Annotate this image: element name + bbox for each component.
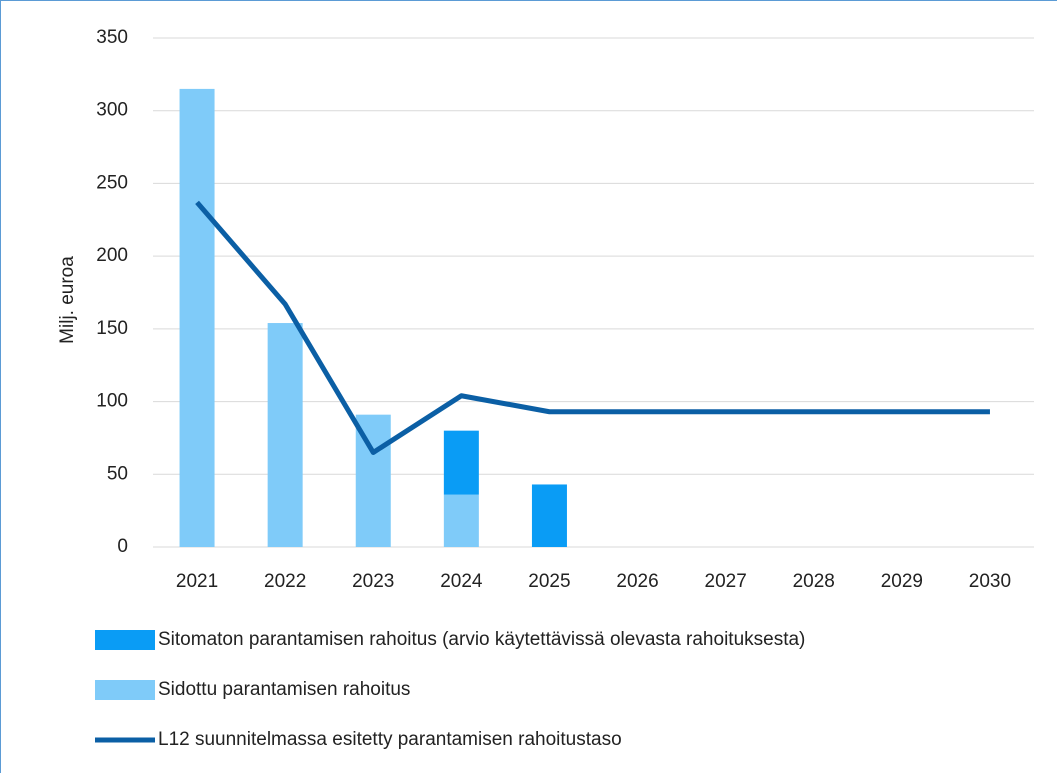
x-tick-label: 2021	[176, 571, 218, 592]
y-tick-label: 0	[117, 536, 128, 557]
x-tick-label: 2025	[528, 571, 570, 592]
y-tick-label: 250	[96, 172, 128, 193]
bar	[444, 495, 479, 547]
legend-label: L12 suunnitelmassa esitetty parantamisen…	[158, 729, 622, 750]
y-tick-label: 100	[96, 391, 128, 412]
x-tick-label: 2024	[440, 571, 483, 592]
bar	[532, 484, 567, 547]
y-tick-label: 300	[96, 100, 128, 121]
legend-label: Sitomaton parantamisen rahoitus (arvio k…	[158, 629, 805, 650]
y-tick-label: 200	[96, 245, 128, 266]
x-tick-label: 2029	[881, 571, 923, 592]
bar	[444, 431, 479, 495]
x-tick-label: 2028	[793, 571, 835, 592]
x-tick-label: 2022	[264, 571, 306, 592]
x-tick-label: 2027	[705, 571, 747, 592]
y-tick-label: 150	[96, 318, 128, 339]
y-axis-label: Milj. euroa	[57, 256, 78, 344]
x-tick-label: 2023	[352, 571, 394, 592]
legend-swatch	[95, 630, 155, 650]
y-tick-label: 50	[107, 463, 128, 484]
line	[197, 202, 990, 452]
bar	[180, 89, 215, 547]
x-tick-label: 2026	[616, 571, 658, 592]
bar	[268, 323, 303, 547]
legend-swatch	[95, 680, 155, 700]
y-tick-label: 350	[96, 27, 128, 48]
legend-label: Sidottu parantamisen rahoitus	[158, 679, 410, 700]
x-tick-label: 2030	[969, 571, 1011, 592]
